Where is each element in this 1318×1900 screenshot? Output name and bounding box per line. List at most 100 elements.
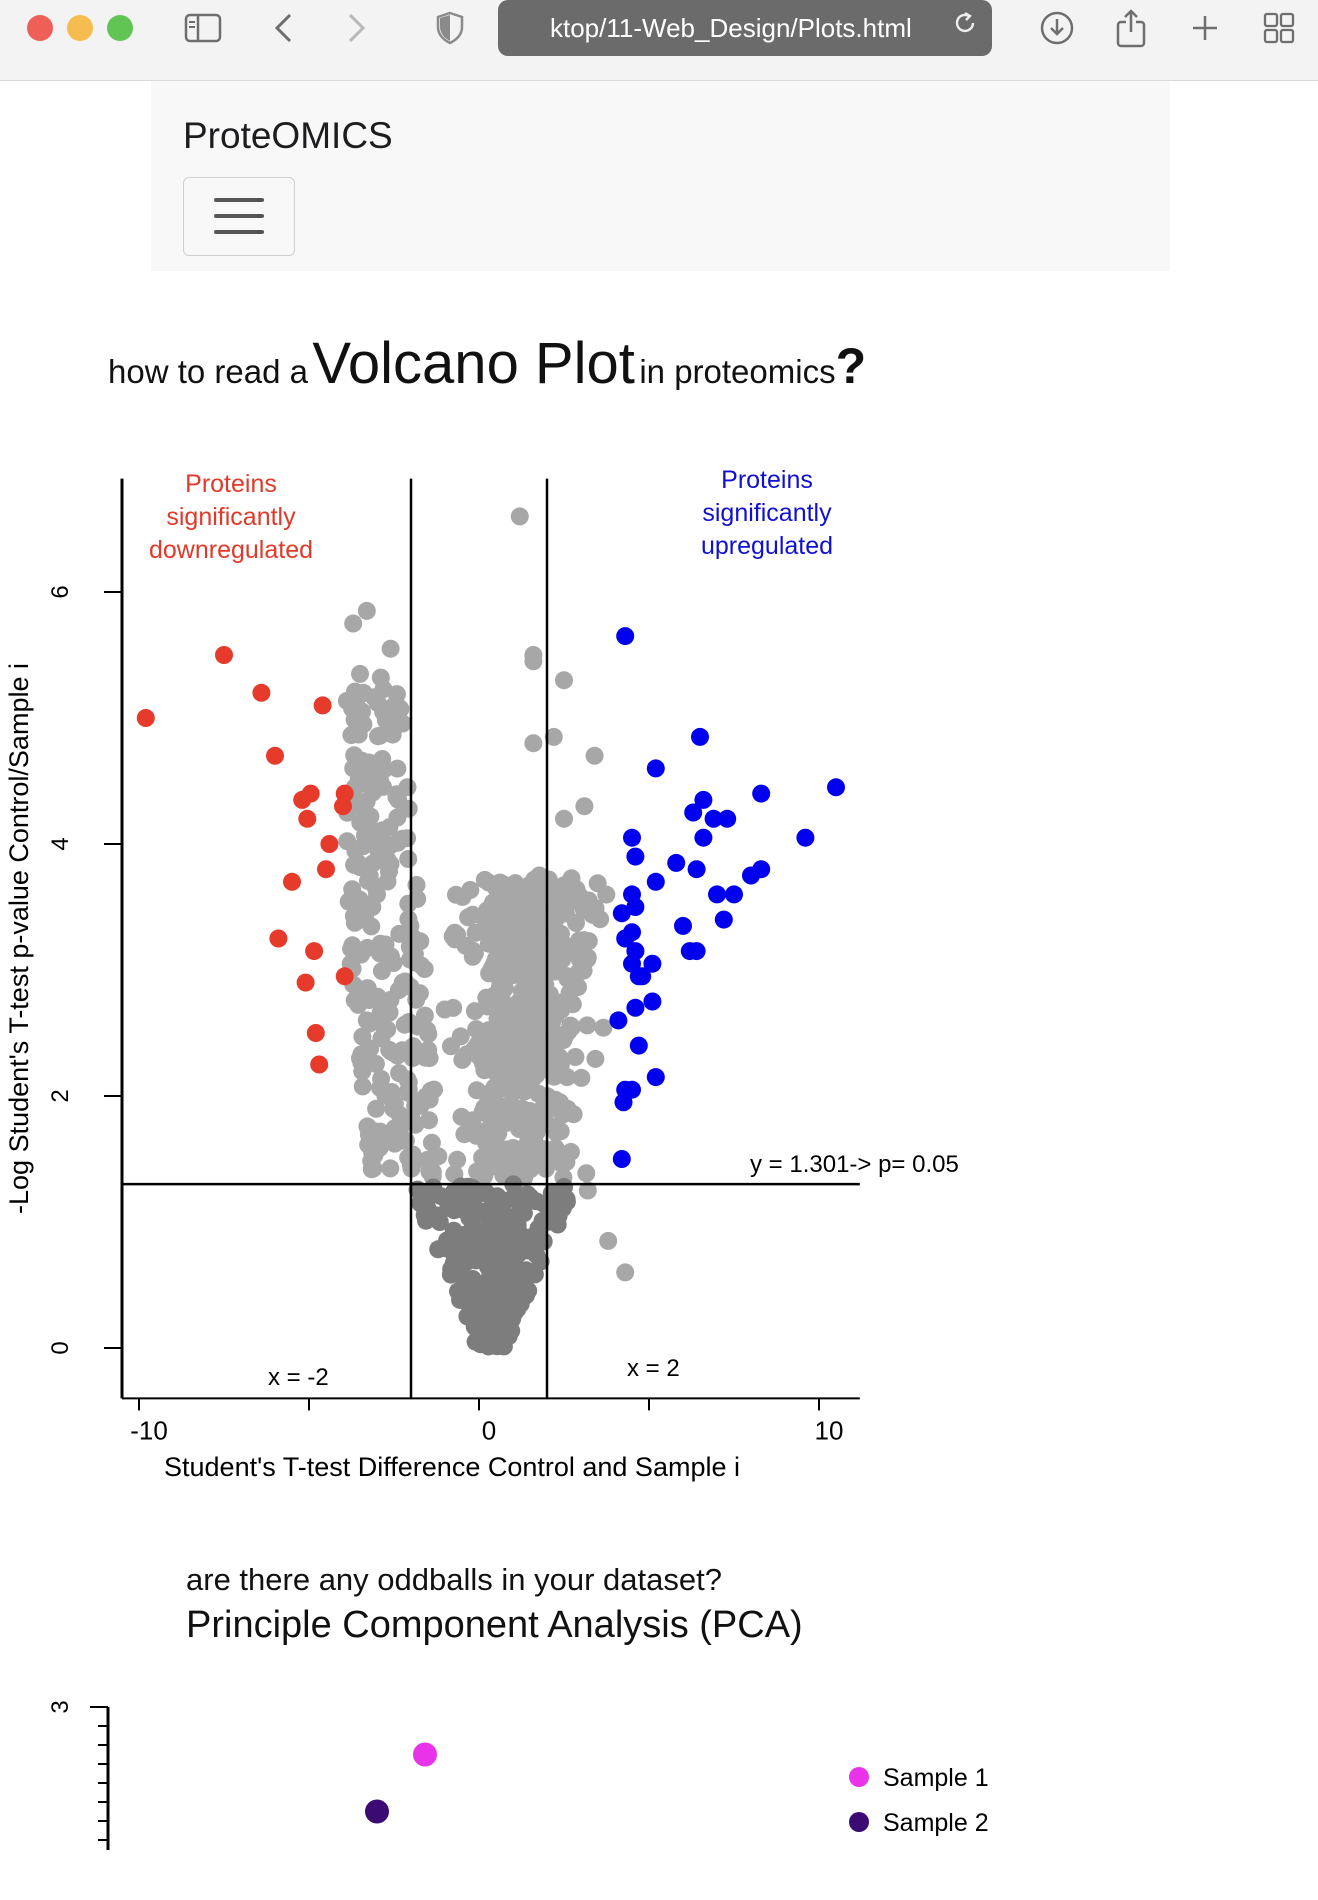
volcano-point-up (674, 916, 692, 935)
volcano-point-ns (563, 1018, 582, 1037)
share-icon[interactable] (1109, 6, 1153, 50)
volcano-point-up (714, 910, 733, 929)
volcano-point-ns (566, 1048, 585, 1066)
new-tab-icon[interactable] (1183, 6, 1227, 50)
pca-point-sample-2 (365, 1799, 389, 1824)
volcano-point-ns (338, 832, 357, 851)
volcano-point-ns (390, 1064, 409, 1083)
volcano-point-ns (519, 1241, 538, 1260)
volcano-point-ns (368, 987, 387, 1006)
volcano-point-down (296, 973, 315, 992)
volcano-point-up (646, 872, 665, 891)
volcano-point-ns (493, 982, 512, 1001)
zoom-window-icon[interactable] (107, 15, 133, 41)
pca-plot: 3 Sample 1 Sample 2 (47, 1700, 989, 1850)
volcano-point-ns (494, 1337, 513, 1356)
volcano-point-ns (465, 944, 484, 963)
privacy-shield-icon[interactable] (428, 6, 472, 50)
volcano-point-ns (544, 727, 563, 746)
sidebar-toggle-icon[interactable] (181, 6, 225, 50)
volcano-point-ns (531, 1051, 550, 1070)
volcano-point-down (310, 1055, 329, 1074)
annotation-upregulated: upregulated (701, 532, 833, 560)
volcano-point-down (306, 1024, 325, 1042)
volcano-point-ns (518, 891, 537, 910)
volcano-point-ns (616, 1263, 635, 1282)
volcano-point-ns (519, 922, 538, 941)
address-bar[interactable]: ktop/11-Web_Design/Plots.html (498, 0, 992, 56)
volcano-point-ns (385, 1094, 404, 1113)
volcano-point-down (313, 696, 332, 715)
volcano-point-ns (390, 924, 409, 943)
volcano-point-ns (375, 945, 394, 964)
volcano-point-ns (425, 1080, 443, 1099)
back-icon[interactable] (262, 6, 306, 50)
y-axis-label: -Log Student's T-test p-value Control/Sa… (4, 663, 34, 1214)
volcano-point-ns (351, 664, 369, 683)
volcano-point-ns (486, 1062, 505, 1081)
volcano-point-ns (525, 1265, 544, 1284)
volcano-point-ns (520, 1140, 539, 1159)
navbar-toggle-button[interactable] (183, 177, 295, 256)
volcano-point-ns (371, 668, 390, 687)
volcano-point-ns (524, 652, 543, 671)
volcano-point-ns (554, 946, 573, 964)
volcano-point-ns (344, 614, 363, 633)
volcano-point-ns (488, 1286, 507, 1305)
volcano-point-ns (483, 1100, 502, 1119)
volcano-point-ns (588, 874, 607, 893)
volcano-point-ns (539, 871, 558, 890)
volcano-point-up (667, 853, 686, 872)
y-tick-label: 0 (47, 1341, 74, 1354)
volcano-point-up (626, 998, 645, 1017)
volcano-point-up (687, 860, 706, 879)
annotation-downregulated: significantly (166, 503, 296, 531)
volcano-point-ns (510, 507, 529, 526)
volcano-point-ns (403, 1049, 422, 1068)
volcano-point-up (752, 784, 771, 803)
downloads-icon[interactable] (1035, 6, 1079, 50)
volcano-point-ns (399, 1083, 418, 1102)
volcano-point-ns (586, 1049, 605, 1068)
x-tick-label: -10 (130, 1415, 168, 1445)
volcano-point-up (612, 1150, 631, 1168)
volcano-point-ns (361, 807, 380, 826)
volcano-point-ns (479, 1021, 498, 1040)
volcano-point-ns (349, 770, 368, 789)
brand-link[interactable]: ProteOMICS (183, 115, 393, 156)
volcano-point-ns (422, 1133, 441, 1152)
volcano-point-ns (527, 1029, 546, 1048)
volcano-point-ns (388, 759, 407, 778)
volcano-point-ns (536, 928, 555, 947)
volcano-point-up (643, 992, 662, 1011)
legend-marker-sample-2 (849, 1812, 869, 1832)
volcano-point-ns (551, 1055, 570, 1074)
volcano-point-ns (520, 977, 539, 996)
minimize-window-icon[interactable] (67, 15, 93, 41)
volcano-point-ns (372, 1069, 391, 1088)
volcano-point-ns (500, 1055, 519, 1074)
close-window-icon[interactable] (27, 15, 53, 41)
volcano-point-down (301, 784, 320, 803)
x-tick-label: 10 (815, 1415, 844, 1445)
annotation-downregulated: Proteins (185, 470, 277, 498)
forward-icon[interactable] (334, 6, 378, 50)
volcano-point-ns (501, 944, 520, 963)
volcano-point-ns (493, 1156, 512, 1174)
volcano-point-ns (521, 1187, 539, 1206)
volcano-point-ns (444, 998, 463, 1017)
volcano-point-up (623, 828, 641, 847)
tab-overview-icon[interactable] (1257, 6, 1301, 50)
volcano-point-ns (474, 1045, 493, 1064)
volcano-point-ns (471, 1326, 490, 1345)
reload-icon[interactable] (952, 10, 982, 40)
volcano-point-down (298, 809, 317, 828)
volcano-point-up (626, 898, 645, 916)
volcano-point-ns (364, 1159, 383, 1178)
volcano-point-down (317, 860, 335, 879)
y-tick-label: 4 (47, 837, 74, 850)
heading-punct: ? (835, 338, 867, 394)
volcano-point-ns (497, 1225, 516, 1244)
volcano-point-ns (549, 1026, 568, 1045)
volcano-point-up (629, 1036, 648, 1055)
